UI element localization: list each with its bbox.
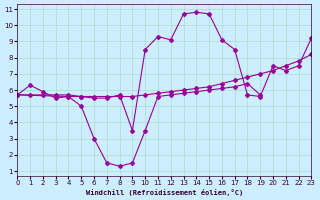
X-axis label: Windchill (Refroidissement éolien,°C): Windchill (Refroidissement éolien,°C) xyxy=(86,189,243,196)
